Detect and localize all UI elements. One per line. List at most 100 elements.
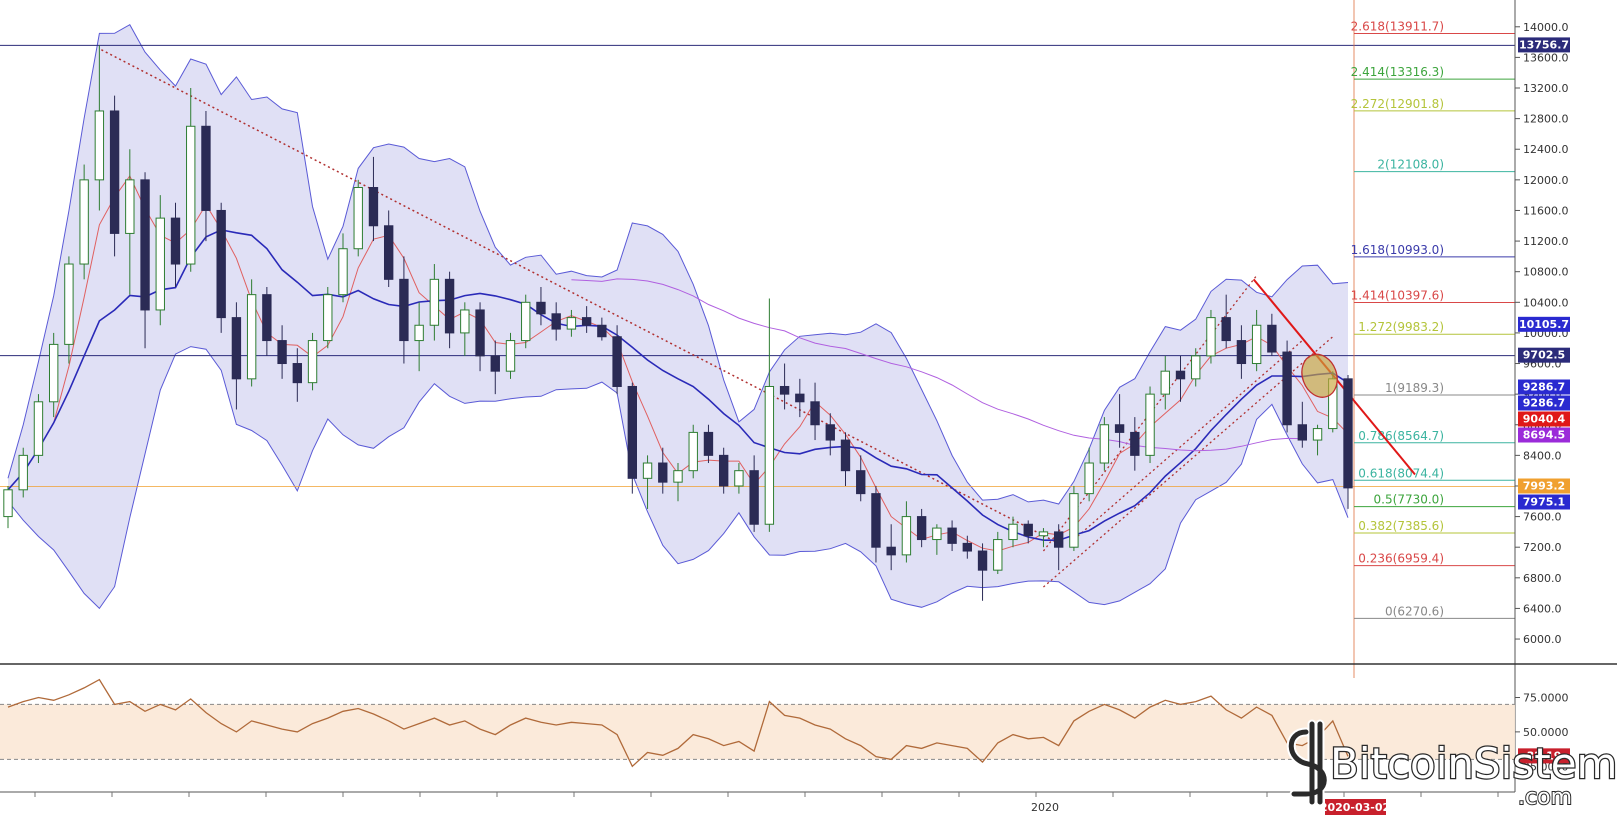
candle-body[interactable] xyxy=(810,401,820,426)
candle-body[interactable] xyxy=(749,470,759,525)
candle-body[interactable] xyxy=(856,470,866,495)
candle-body[interactable] xyxy=(1145,393,1155,456)
candle-body[interactable] xyxy=(277,340,287,365)
candle-body[interactable] xyxy=(703,431,714,456)
candle-body[interactable] xyxy=(444,278,455,334)
candle-body[interactable] xyxy=(673,470,683,483)
candle-body[interactable] xyxy=(460,309,470,334)
candle-body[interactable] xyxy=(795,393,805,403)
fib-ratio: 1.618 xyxy=(1351,243,1385,257)
candle-body[interactable] xyxy=(962,542,973,552)
candle-body[interactable] xyxy=(1175,370,1186,380)
candle-body[interactable] xyxy=(627,385,638,479)
candle-body[interactable] xyxy=(1343,378,1353,489)
candle-body[interactable] xyxy=(901,516,912,556)
candle-body[interactable] xyxy=(1297,424,1308,441)
candle-body[interactable] xyxy=(1053,531,1064,548)
candle-body[interactable] xyxy=(216,209,226,319)
candle-body[interactable] xyxy=(1023,523,1033,537)
candle-body[interactable] xyxy=(551,313,561,330)
candle-body[interactable] xyxy=(475,309,485,357)
price-tick-label: 6800.0 xyxy=(1523,572,1562,585)
candle-body[interactable] xyxy=(688,431,698,472)
candle-body[interactable] xyxy=(947,527,957,544)
candle-body[interactable] xyxy=(3,489,13,518)
candle-body[interactable] xyxy=(399,278,409,342)
candle-body[interactable] xyxy=(414,324,424,342)
candle-body[interactable] xyxy=(916,516,927,541)
candle-body[interactable] xyxy=(1236,340,1247,365)
candle-body[interactable] xyxy=(1282,351,1292,426)
candle-body[interactable] xyxy=(18,454,28,491)
candle-body[interactable] xyxy=(170,217,181,265)
candle-body[interactable] xyxy=(566,317,577,330)
candle-body[interactable] xyxy=(1114,424,1125,433)
price-badge xyxy=(1518,411,1570,427)
candle-body[interactable] xyxy=(307,340,318,384)
candle-body[interactable] xyxy=(368,187,379,227)
candle-body[interactable] xyxy=(323,294,333,342)
fib-open-paren: ( xyxy=(1393,519,1398,533)
fib-open-paren: ( xyxy=(1385,65,1390,79)
candle-body[interactable] xyxy=(64,263,74,345)
candle-body[interactable] xyxy=(33,401,44,456)
candle-body[interactable] xyxy=(658,462,668,483)
candle-body[interactable] xyxy=(612,336,622,387)
fib-level-label-10: 0.5(7730.0) xyxy=(1374,493,1444,507)
candle-body[interactable] xyxy=(871,493,881,548)
candle-body[interactable] xyxy=(993,539,1003,571)
candle-body[interactable] xyxy=(79,179,89,265)
candle-body[interactable] xyxy=(125,179,135,234)
candle-body[interactable] xyxy=(109,110,120,234)
candle-body[interactable] xyxy=(429,278,440,326)
candle-body[interactable] xyxy=(642,462,653,479)
candle-body[interactable] xyxy=(353,187,363,250)
candle-body[interactable] xyxy=(597,324,607,338)
candle-body[interactable] xyxy=(201,125,211,211)
candle-body[interactable] xyxy=(1130,431,1140,456)
candle-body[interactable] xyxy=(718,454,729,487)
candle-body[interactable] xyxy=(825,424,835,441)
fib-price: 6959.4 xyxy=(1397,552,1439,566)
candle-body[interactable] xyxy=(48,343,59,403)
candle-body[interactable] xyxy=(1069,493,1079,548)
candle-body[interactable] xyxy=(521,301,531,342)
candle-body[interactable] xyxy=(1251,324,1262,365)
fib-level-label-7: 1(9189.3) xyxy=(1385,381,1444,395)
candle-body[interactable] xyxy=(490,355,500,372)
rsi-line[interactable] xyxy=(7,678,1349,768)
candle-body[interactable] xyxy=(246,294,257,380)
channel-mid-line xyxy=(1073,340,1303,541)
candle-body[interactable] xyxy=(94,110,105,181)
candle-body[interactable] xyxy=(840,439,851,472)
candle-body[interactable] xyxy=(1160,370,1170,395)
candle-body[interactable] xyxy=(1191,355,1201,380)
candle-body[interactable] xyxy=(581,317,592,326)
candle-body[interactable] xyxy=(932,527,942,541)
candle-body[interactable] xyxy=(1099,424,1110,464)
candle-body[interactable] xyxy=(1038,531,1049,537)
candle-body[interactable] xyxy=(779,385,790,395)
candle-body[interactable] xyxy=(536,301,546,315)
candle-body[interactable] xyxy=(292,363,303,384)
candle-body[interactable] xyxy=(186,125,196,265)
candle-body[interactable] xyxy=(1008,523,1018,541)
candle-body[interactable] xyxy=(262,294,272,342)
candle-body[interactable] xyxy=(1206,317,1216,357)
candle-body[interactable] xyxy=(1084,462,1094,495)
candle-body[interactable] xyxy=(383,225,394,280)
candle-body[interactable] xyxy=(1312,428,1323,441)
candle-body[interactable] xyxy=(140,179,150,311)
fib-close-paren: ) xyxy=(1439,493,1444,507)
candle-body[interactable] xyxy=(505,340,516,372)
candle-body[interactable] xyxy=(764,385,775,525)
candle-body[interactable] xyxy=(1221,317,1231,342)
candle-body[interactable] xyxy=(155,217,165,311)
candle-body[interactable] xyxy=(734,470,744,487)
candle-body[interactable] xyxy=(977,550,988,571)
candle-body[interactable] xyxy=(886,546,896,556)
candle-body[interactable] xyxy=(1267,324,1277,353)
candle-body[interactable] xyxy=(338,248,348,296)
candle-body[interactable] xyxy=(231,317,242,380)
